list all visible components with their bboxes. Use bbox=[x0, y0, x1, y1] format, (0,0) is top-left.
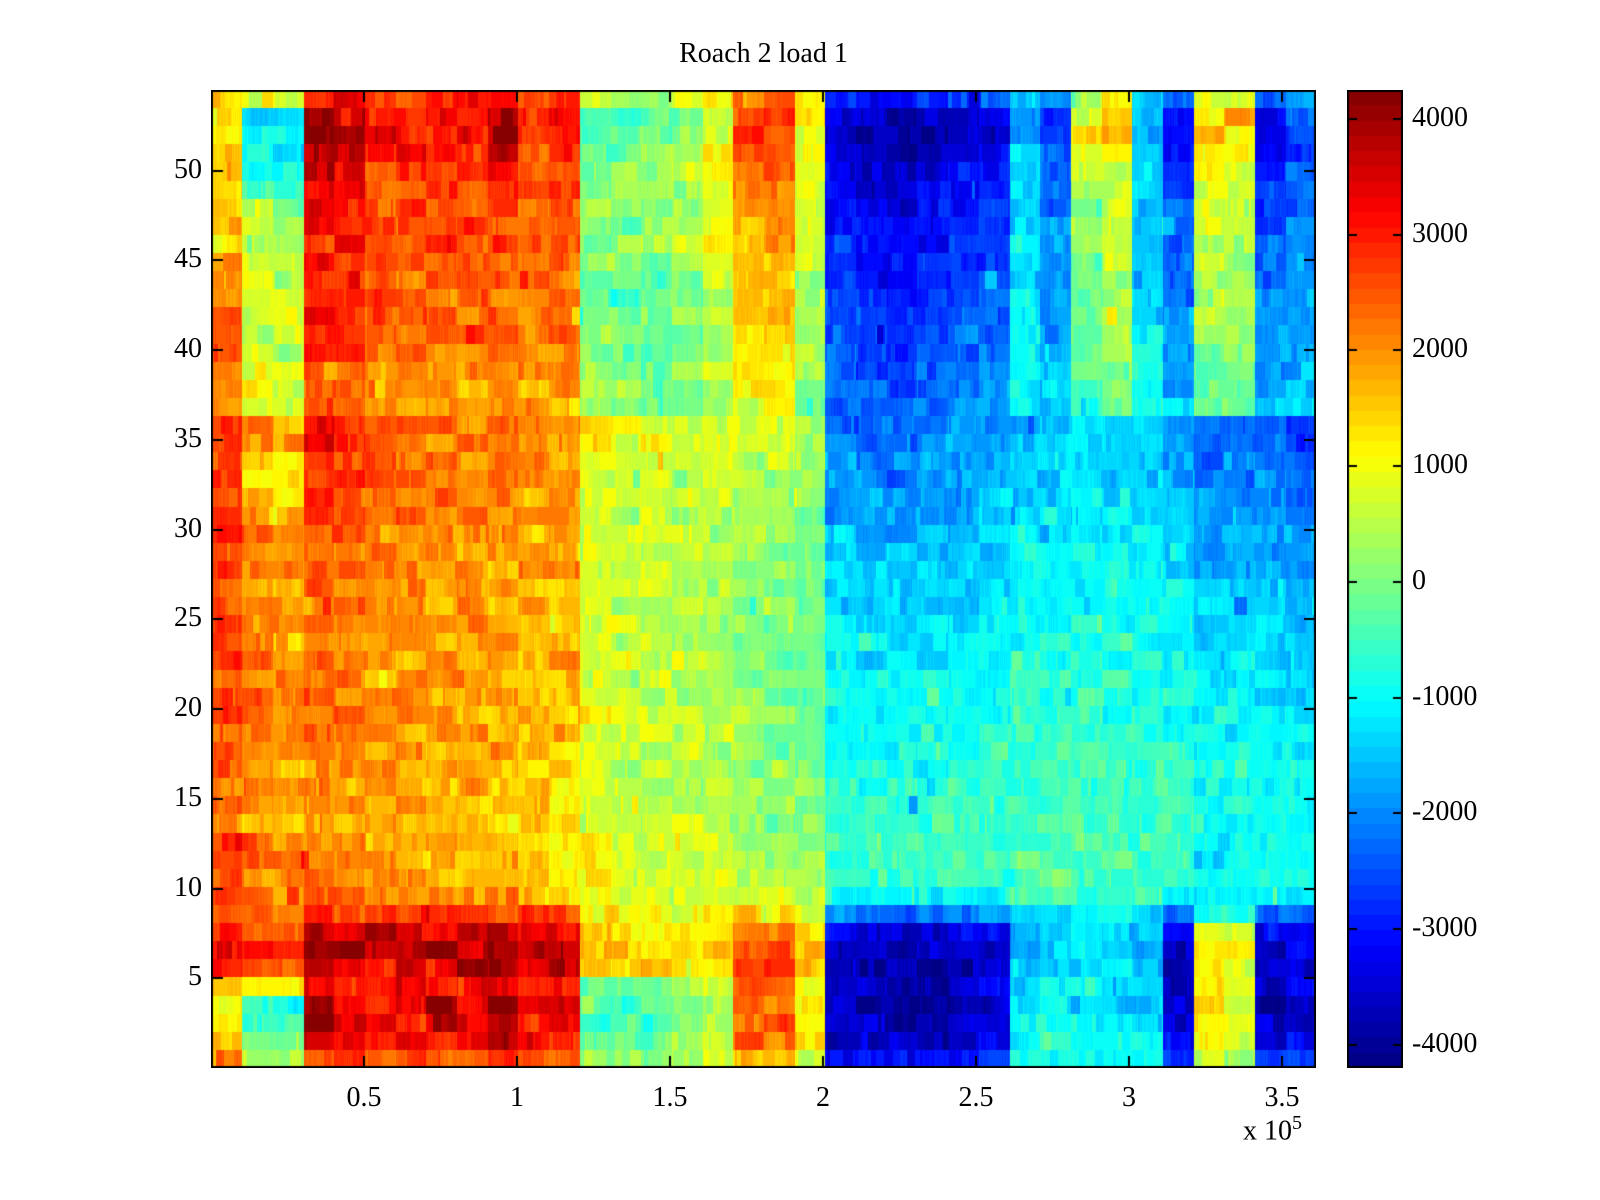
y-axis-tick-label: 40 bbox=[174, 333, 202, 364]
x-axis-tick-label: 0.5 bbox=[346, 1082, 382, 1113]
x-axis-scale-label: x 105 bbox=[1243, 1112, 1302, 1147]
y-axis-tick-label: 30 bbox=[174, 513, 202, 544]
colorbar-canvas bbox=[1347, 90, 1403, 1068]
y-axis-tick-label: 35 bbox=[174, 423, 202, 454]
x-scale-prefix: x 10 bbox=[1243, 1115, 1292, 1147]
colorbar-tick-label: 4000 bbox=[1412, 102, 1468, 133]
heatmap-canvas bbox=[211, 90, 1316, 1068]
colorbar-tick-label: 0 bbox=[1412, 565, 1426, 596]
y-axis-tick-label: 20 bbox=[174, 692, 202, 723]
y-axis-tick-label: 25 bbox=[174, 602, 202, 633]
y-axis-tick-label: 50 bbox=[174, 154, 202, 185]
colorbar-tick-label: -1000 bbox=[1412, 681, 1478, 712]
colorbar-tick-label: -2000 bbox=[1412, 796, 1478, 827]
y-axis-tick-label: 15 bbox=[174, 782, 202, 813]
colorbar-tick-label: 2000 bbox=[1412, 333, 1468, 364]
x-axis-tick-label: 1 bbox=[510, 1082, 524, 1113]
y-axis-tick-label: 10 bbox=[174, 872, 202, 903]
x-axis-tick-label: 1.5 bbox=[652, 1082, 688, 1113]
chart-title: Roach 2 load 1 bbox=[679, 38, 848, 69]
x-axis-tick-label: 2.5 bbox=[958, 1082, 994, 1113]
y-axis-tick-label: 5 bbox=[188, 961, 202, 992]
x-scale-exponent: 5 bbox=[1292, 1112, 1302, 1134]
colorbar-tick-label: 3000 bbox=[1412, 218, 1468, 249]
y-axis-tick-label: 45 bbox=[174, 243, 202, 274]
x-axis-tick-label: 3 bbox=[1122, 1082, 1136, 1113]
colorbar-tick-label: -3000 bbox=[1412, 912, 1478, 943]
colorbar-tick-label: -4000 bbox=[1412, 1028, 1478, 1059]
colorbar-tick-label: 1000 bbox=[1412, 449, 1468, 480]
x-axis-tick-label: 3.5 bbox=[1264, 1082, 1300, 1113]
x-axis-tick-label: 2 bbox=[816, 1082, 830, 1113]
